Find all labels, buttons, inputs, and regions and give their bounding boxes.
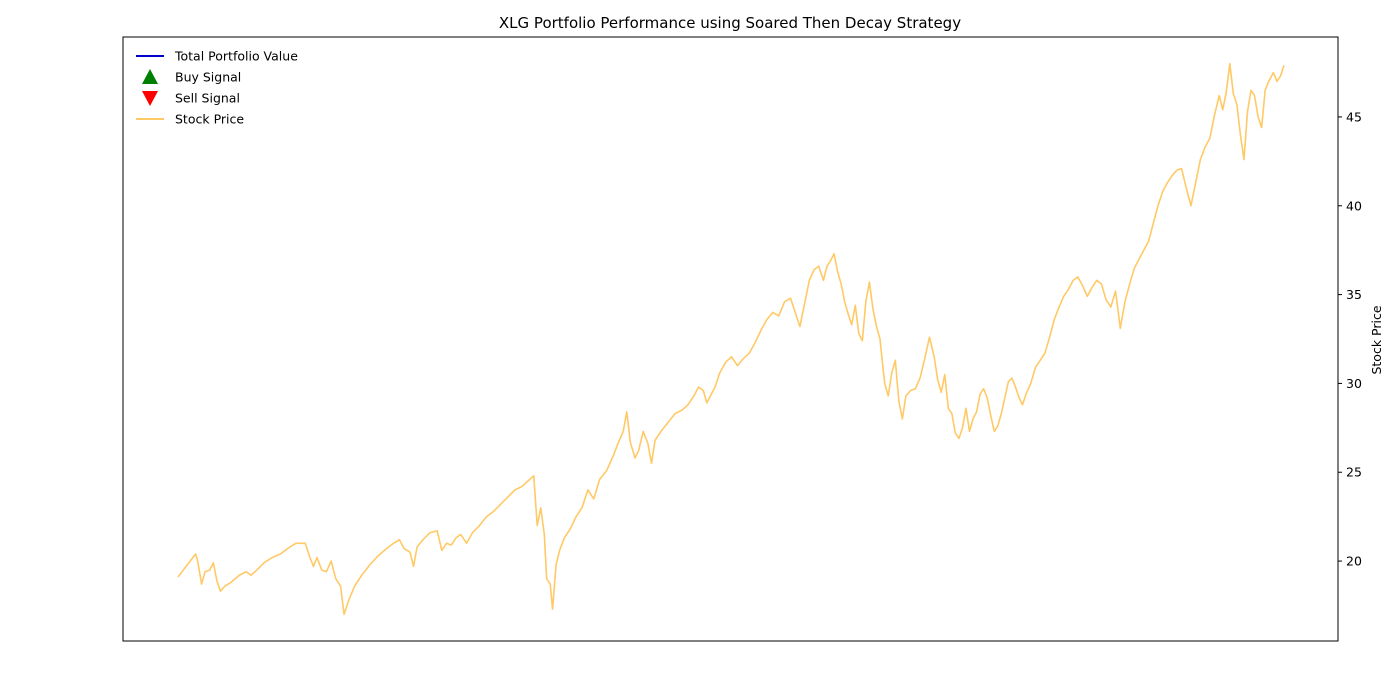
series-layer [177, 62, 1285, 616]
right-y-axis-label: Stock Price [1369, 305, 1384, 374]
legend-label: Total Portfolio Value [174, 49, 298, 64]
right-y-tick-label: 30 [1346, 376, 1362, 391]
legend-label: Sell Signal [175, 91, 240, 106]
legend-item: Buy Signal [142, 69, 241, 85]
right-y-axis: 20 25 30 35 40 45 [1338, 109, 1362, 569]
right-y-tick-label: 35 [1346, 287, 1362, 302]
plot-area-frame [122, 36, 1339, 642]
legend-item: Total Portfolio Value [136, 49, 298, 64]
series-line-stock-price [177, 62, 1285, 616]
right-y-tick-label: 25 [1346, 465, 1362, 480]
legend-item: Sell Signal [142, 91, 240, 106]
legend-item: Stock Price [136, 112, 244, 127]
legend-label: Stock Price [175, 112, 244, 127]
right-y-tick-label: 20 [1346, 554, 1362, 569]
right-y-tick-label: 45 [1346, 109, 1362, 124]
sell-signal-marker-icon [142, 91, 158, 106]
chart-title: XLG Portfolio Performance using Soared T… [499, 14, 961, 32]
right-y-tick-label: 40 [1346, 198, 1362, 213]
buy-signal-marker-icon [142, 69, 158, 84]
legend: Total Portfolio Value Buy Signal Sell Sign… [136, 49, 298, 127]
legend-label: Buy Signal [175, 70, 241, 85]
